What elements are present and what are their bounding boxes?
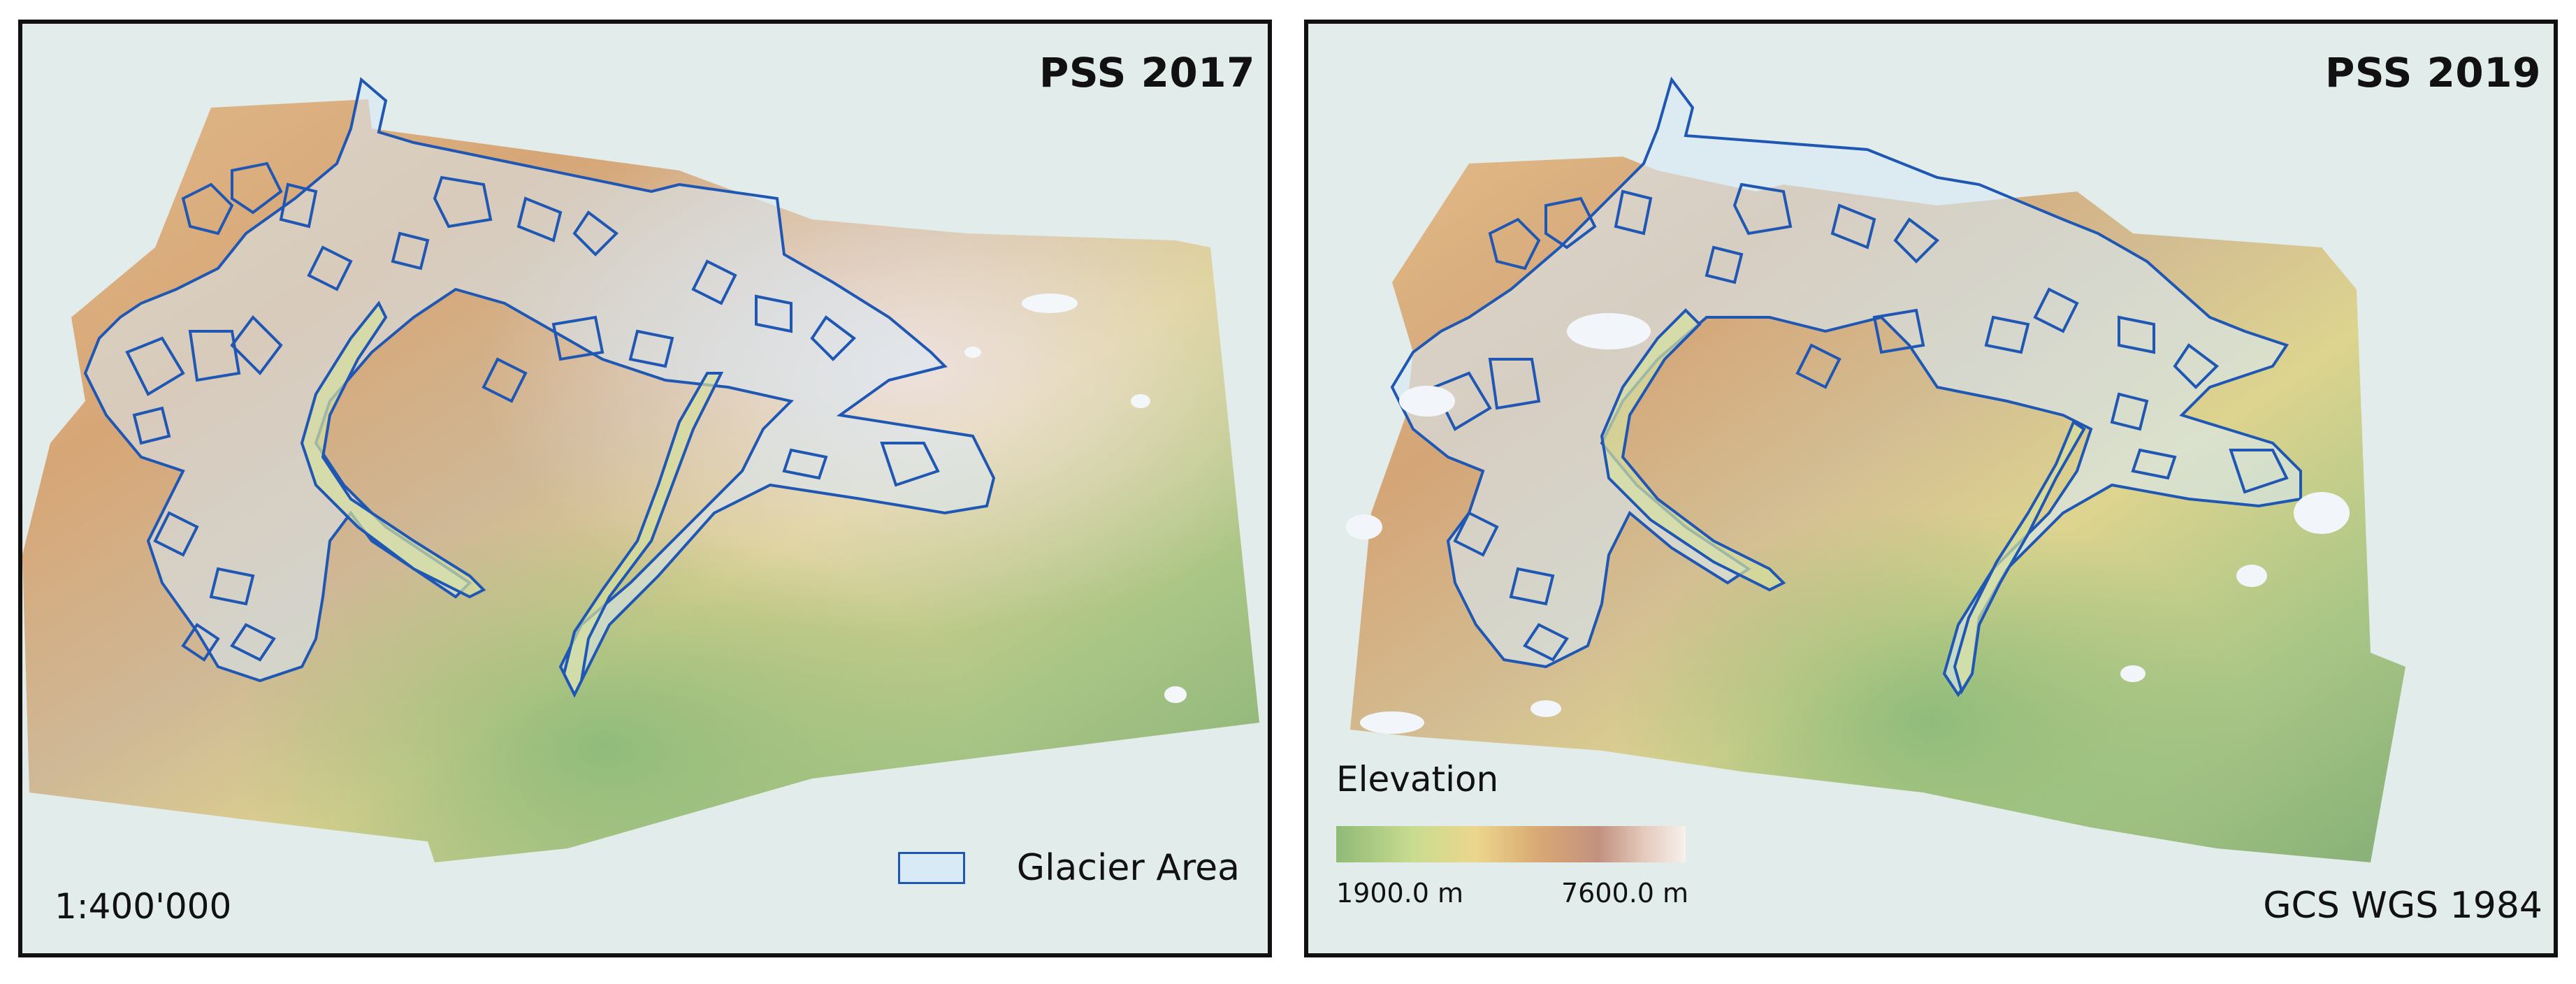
glacier-tongue-east: [562, 372, 724, 698]
coordinate-system-label: GCS WGS 1984: [2263, 885, 2542, 927]
snow-patches: [1346, 313, 2350, 734]
glacier-tongue-west: [1600, 308, 1786, 592]
elevation-max-label: 7600.0 m: [1561, 878, 1689, 909]
glacier-legend-label: Glacier Area: [1016, 847, 1240, 889]
elevation-legend-title: Elevation: [1336, 759, 1499, 800]
elevation-min-label: 1900.0 m: [1336, 878, 1464, 909]
glacier-legend: Glacier Area: [897, 847, 1240, 889]
map-panel-2019: PSS 2019 Elevation 1900.0 m 7600.0 m GCS…: [1304, 20, 2558, 957]
glacier-area-outline: [83, 77, 996, 698]
dem-map-2019: [1346, 76, 2405, 862]
map-title-2019: PSS 2019: [2324, 49, 2541, 96]
glacier-tongue-east: [1953, 419, 2086, 695]
elevation-legend: Elevation 1900.0 m 7600.0 m: [1336, 759, 1700, 934]
map-panel-2017: PSS 2017 Glacier Area 1:400'000: [18, 20, 1272, 957]
glacier-area-outline: [1390, 76, 2302, 697]
glacier-fragments: [1432, 182, 2289, 662]
elevation-color-ramp: [1336, 826, 1686, 862]
glacier-fragments: [125, 161, 940, 662]
glacier-legend-swatch: [897, 852, 965, 884]
glacier-tongue-west: [300, 301, 486, 599]
dem-map-2017: [22, 77, 1259, 862]
map-scale: 1:400'000: [55, 886, 232, 927]
map-title-2017: PSS 2017: [1039, 49, 1255, 96]
snow-patches: [964, 294, 1187, 703]
